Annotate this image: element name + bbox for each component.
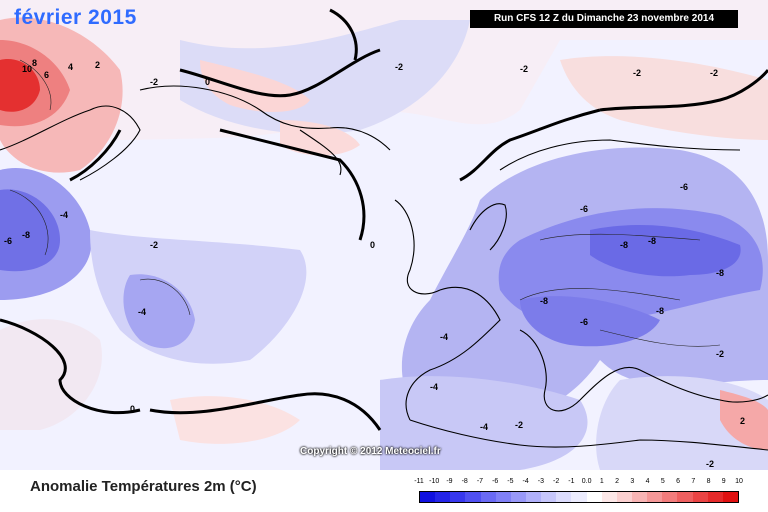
legend-swatch bbox=[616, 492, 632, 502]
legend-tick-label: 8 bbox=[706, 478, 711, 485]
contour-label: 10 bbox=[22, 64, 32, 74]
contour-label: -2 bbox=[710, 68, 718, 78]
legend-tick-label: 3 bbox=[630, 478, 635, 485]
legend-tick-label: -4 bbox=[522, 478, 529, 485]
legend-swatch bbox=[586, 492, 602, 502]
legend-swatch bbox=[631, 492, 648, 502]
legend-swatch bbox=[556, 492, 572, 502]
legend-tick-label: -7 bbox=[476, 478, 484, 485]
contour-label: -8 bbox=[716, 268, 724, 278]
contour-label: 2 bbox=[740, 416, 745, 426]
legend-tick-label: 5 bbox=[660, 478, 665, 485]
legend-footer: Anomalie Températures 2m (°C) -11 -10 -9 -8… bbox=[0, 470, 768, 512]
contour-label: -6 bbox=[680, 182, 688, 192]
legend-title: Anomalie Températures 2m (°C) bbox=[30, 478, 257, 495]
contour-label: -8 bbox=[648, 236, 656, 246]
legend-tick-label: -8 bbox=[461, 478, 468, 485]
contour-label: -2 bbox=[633, 68, 641, 78]
contour-label: -8 bbox=[656, 306, 664, 316]
legend-tick-label: 10 bbox=[735, 478, 743, 485]
legend-swatch bbox=[722, 492, 738, 502]
forecast-period-label: février 2015 bbox=[14, 6, 137, 29]
contour-label: -2 bbox=[150, 77, 158, 87]
contour-label: -6 bbox=[580, 204, 588, 214]
contour-label: 0 bbox=[370, 240, 375, 250]
legend-swatch bbox=[601, 492, 617, 502]
legend-scale-labels: -11 -10 -9 -8 -7 -6 -5 -4 -3 -2 -1 0.0 1 2 3 4 5 6 7 8 9 10 bbox=[413, 478, 745, 488]
legend-tick-label: 1 bbox=[599, 478, 604, 485]
contour-label: -6 bbox=[4, 236, 12, 246]
legend-swatch bbox=[677, 492, 693, 502]
contour-label: -4 bbox=[440, 332, 448, 342]
legend-tick-label: -3 bbox=[537, 478, 545, 485]
contour-label: -2 bbox=[150, 240, 158, 250]
contour-label: -2 bbox=[515, 420, 523, 430]
contour-label: -4 bbox=[480, 422, 488, 432]
model-run-banner: Run CFS 12 Z du Dimanche 23 novembre 201… bbox=[470, 10, 738, 28]
legend-tick-label: 6 bbox=[676, 478, 680, 485]
legend-swatch bbox=[541, 492, 557, 502]
legend-swatch bbox=[647, 492, 663, 502]
legend-tick-label: -11 bbox=[414, 478, 424, 485]
legend-tick-label: 9 bbox=[721, 478, 726, 485]
contour-label: -2 bbox=[520, 64, 528, 74]
legend-swatch bbox=[662, 492, 678, 502]
legend-tick-label: -5 bbox=[507, 478, 514, 485]
contour-label: 4 bbox=[68, 62, 73, 72]
contour-label: -2 bbox=[706, 459, 714, 469]
legend-swatch bbox=[420, 492, 436, 502]
contour-label: -4 bbox=[430, 382, 438, 392]
contour-label: -8 bbox=[620, 240, 628, 250]
legend-tick-label: 7 bbox=[691, 478, 696, 485]
legend-tick-label: -2 bbox=[553, 478, 560, 485]
legend-tick-label: -1 bbox=[568, 478, 575, 485]
legend-swatch bbox=[465, 492, 481, 502]
contour-label: 0 bbox=[205, 77, 210, 87]
contour-label: -4 bbox=[138, 307, 146, 317]
legend-color-scale bbox=[419, 491, 739, 503]
legend-swatch bbox=[495, 492, 511, 502]
copyright-notice: Copyright © 2012 Meteociel.fr bbox=[300, 446, 441, 457]
contour-label: 0 bbox=[130, 404, 135, 414]
legend-swatch bbox=[435, 492, 451, 502]
contour-label: 2 bbox=[95, 60, 100, 70]
temperature-anomaly-map: 10 8 6 4 2 0 -2 -2 -2 -2 -4 -4 -6 -8 0 0… bbox=[0, 0, 768, 470]
legend-tick-label: 0.0 bbox=[581, 478, 592, 485]
legend-tick-label: -9 bbox=[446, 478, 453, 485]
contour-label: -8 bbox=[540, 296, 548, 306]
legend-swatch bbox=[692, 492, 708, 502]
legend-tick-label: 2 bbox=[615, 478, 620, 485]
contour-label: -6 bbox=[580, 317, 588, 327]
legend-tick-label: -6 bbox=[492, 478, 499, 485]
contour-label: 6 bbox=[44, 70, 49, 80]
legend-tick-label: 4 bbox=[645, 478, 650, 485]
contour-label: 8 bbox=[32, 58, 37, 68]
legend-swatch bbox=[707, 492, 723, 502]
contour-label: -8 bbox=[22, 230, 30, 240]
legend-swatch bbox=[450, 492, 466, 502]
legend-swatch bbox=[510, 492, 526, 502]
legend-swatch bbox=[571, 492, 587, 502]
contour-label: -2 bbox=[716, 349, 724, 359]
contour-label: -4 bbox=[60, 210, 68, 220]
contour-label: -2 bbox=[395, 62, 403, 72]
legend-swatch bbox=[480, 492, 496, 502]
legend-swatch bbox=[525, 492, 542, 502]
legend-tick-label: -10 bbox=[429, 478, 440, 485]
